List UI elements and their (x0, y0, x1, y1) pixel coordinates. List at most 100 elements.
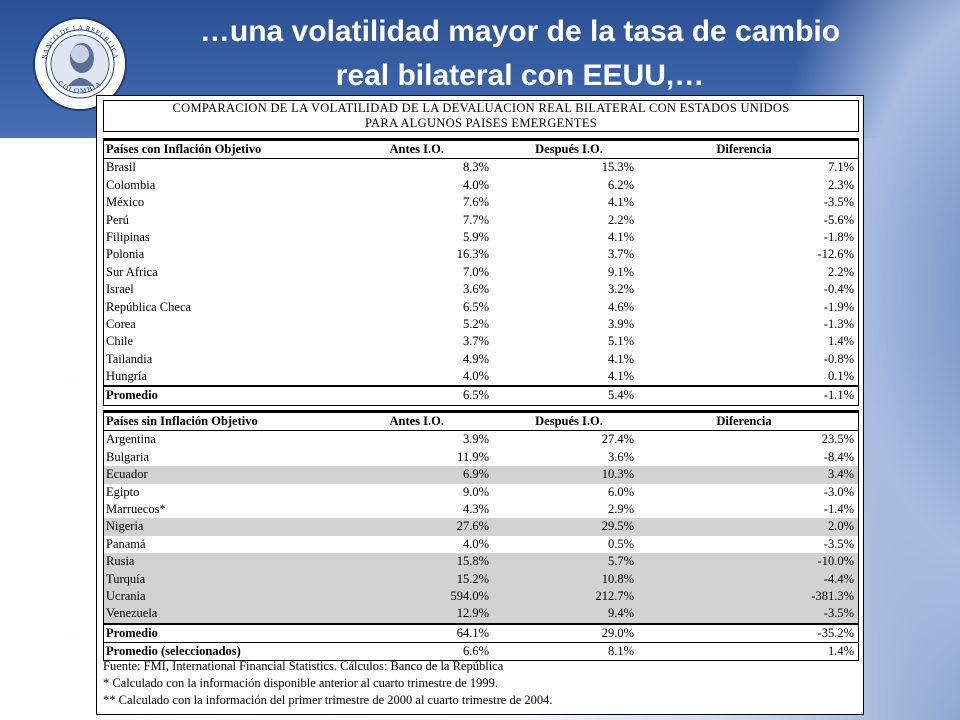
table-row: Filipinas 5.9% 4.1% -1.8% (104, 229, 858, 246)
difference-cell: -3.0% (823, 484, 854, 499)
difference-cell: -1.9% (823, 299, 854, 314)
table-row: República Checa 6.5% 4.6% -1.9% (104, 299, 858, 316)
average-after: 29.0% (601, 625, 634, 640)
country-cell: Filipinas (106, 229, 150, 244)
after-cell: 29.5% (601, 519, 634, 534)
difference-cell: -12.6% (817, 247, 854, 262)
country-cell: México (106, 195, 145, 210)
country-cell: República Checa (106, 299, 192, 314)
country-cell: Rusia (106, 554, 135, 569)
table-notes: Fuente: FMI, International Financial Sta… (103, 658, 857, 709)
volatility-table: COMPARACION DE LA VOLATILIDAD DE LA DEVA… (96, 95, 864, 715)
column-header-after: Después I.O. (535, 414, 603, 428)
after-cell: 10.8% (601, 571, 634, 586)
difference-cell: -3.5% (823, 536, 854, 551)
country-cell: Nigeria (106, 519, 144, 534)
country-cell: Chile (106, 334, 134, 349)
before-cell: 7.0% (462, 264, 489, 279)
before-cell: 6.5% (462, 299, 489, 314)
table-row: Turquía 15.2% 10.8% -4.4% (104, 570, 858, 588)
after-cell: 15.3% (601, 160, 634, 175)
before-cell: 4.0% (462, 536, 489, 551)
before-cell: 7.7% (462, 212, 489, 227)
average-selected-after: 8.1% (607, 644, 634, 659)
before-cell: 3.6% (462, 282, 489, 297)
before-cell: 4.0% (462, 369, 489, 384)
difference-cell: -3.5% (823, 606, 854, 621)
country-cell: Polonia (106, 247, 145, 262)
before-cell: 12.9% (456, 606, 489, 621)
table-row: Marruecos* 4.3% 2.9% -1.4% (104, 501, 858, 518)
difference-cell: -4.4% (823, 571, 854, 586)
column-header-country: Países sin Inflación Objetivo (106, 414, 258, 428)
table-row: Rusia 15.8% 5.7% -10.0% (104, 553, 858, 571)
country-cell: Colombia (106, 177, 156, 192)
section1-average-row: Promedio 6.5% 5.4% -1.1% (104, 385, 858, 404)
after-cell: 4.1% (607, 369, 634, 384)
before-cell: 27.6% (456, 519, 489, 534)
note-double-asterisk: ** Calculado con la información del prim… (103, 693, 553, 707)
before-cell: 6.9% (462, 467, 489, 482)
average-difference: -35.2% (817, 625, 854, 640)
before-cell: 16.3% (456, 247, 489, 262)
after-cell: 4.1% (607, 229, 634, 244)
after-cell: 4.6% (607, 299, 634, 314)
section2-header-row: Países sin Inflación Objetivo Antes I.O.… (104, 413, 858, 432)
column-header-before: Antes I.O. (389, 414, 444, 428)
average-after: 5.4% (607, 388, 634, 403)
section1-header-row: Países con Inflación Objetivo Antes I.O.… (104, 141, 858, 160)
average-before: 6.5% (462, 388, 489, 403)
after-cell: 4.1% (607, 195, 634, 210)
slide-title: …una volatilidad mayor de la tasa de cam… (120, 10, 920, 98)
after-cell: 2.9% (607, 501, 634, 516)
table-row: Corea 5.2% 3.9% -1.3% (104, 316, 858, 333)
difference-cell: 7.1% (827, 160, 854, 175)
difference-cell: -1.4% (823, 501, 854, 516)
after-cell: 9.1% (607, 264, 634, 279)
difference-cell: -1.8% (823, 229, 854, 244)
table-row: Ecuador 6.9% 10.3% 3.4% (104, 466, 858, 484)
difference-cell: -0.8% (823, 351, 854, 366)
difference-cell: -10.0% (817, 554, 854, 569)
table-row: Israel 3.6% 3.2% -0.4% (104, 281, 858, 298)
after-cell: 3.9% (607, 316, 634, 331)
country-cell: Perú (106, 212, 129, 227)
table-row: Argentina 3.9% 27.4% 23.5% (104, 431, 858, 448)
before-cell: 9.0% (462, 484, 489, 499)
country-cell: Brasil (106, 160, 136, 175)
average-selected-difference: 1.4% (827, 644, 854, 659)
table-row: Ucrania 594.0% 212.7% -381.3% (104, 587, 858, 606)
note-asterisk: * Calculado con la información disponibl… (103, 676, 499, 690)
difference-cell: 23.5% (821, 432, 854, 447)
average-label: Promedio (106, 625, 158, 640)
before-cell: 15.8% (456, 554, 489, 569)
table-row: Tailandia 4.9% 4.1% -0.8% (104, 351, 858, 368)
table-row: Bulgaria 11.9% 3.6% -8.4% (104, 449, 858, 466)
difference-cell: -5.6% (823, 212, 854, 227)
after-cell: 0.5% (607, 536, 634, 551)
table-row: México 7.6% 4.1% -3.5% (104, 194, 858, 211)
after-cell: 10.3% (601, 467, 634, 482)
average-selected-label: Promedio (seleccionados) (106, 644, 241, 659)
before-cell: 594.0% (450, 588, 489, 603)
after-cell: 27.4% (601, 432, 634, 447)
difference-cell: 2.0% (827, 519, 854, 534)
before-cell: 3.7% (462, 334, 489, 349)
difference-cell: 0.1% (827, 369, 854, 384)
difference-cell: -0.4% (823, 282, 854, 297)
slide-title-line2: real bilateral con EEUU,… (335, 59, 705, 92)
table-row: Colombia 4.0% 6.2% 2.3% (104, 177, 858, 194)
before-cell: 5.9% (462, 229, 489, 244)
table-title: COMPARACION DE LA VOLATILIDAD DE LA DEVA… (103, 100, 859, 132)
average-label: Promedio (106, 388, 158, 403)
average-selected-before: 6.6% (462, 644, 489, 659)
table-row: Chile 3.7% 5.1% 1.4% (104, 333, 858, 350)
after-cell: 3.7% (607, 247, 634, 262)
after-cell: 5.7% (607, 554, 634, 569)
before-cell: 11.9% (457, 449, 489, 464)
table-title-line1: COMPARACION DE LA VOLATILIDAD DE LA DEVA… (172, 101, 790, 115)
average-difference: -1.1% (823, 388, 854, 403)
difference-cell: -8.4% (823, 449, 854, 464)
difference-cell: -381.3% (811, 588, 854, 603)
country-cell: Turquía (106, 571, 146, 586)
